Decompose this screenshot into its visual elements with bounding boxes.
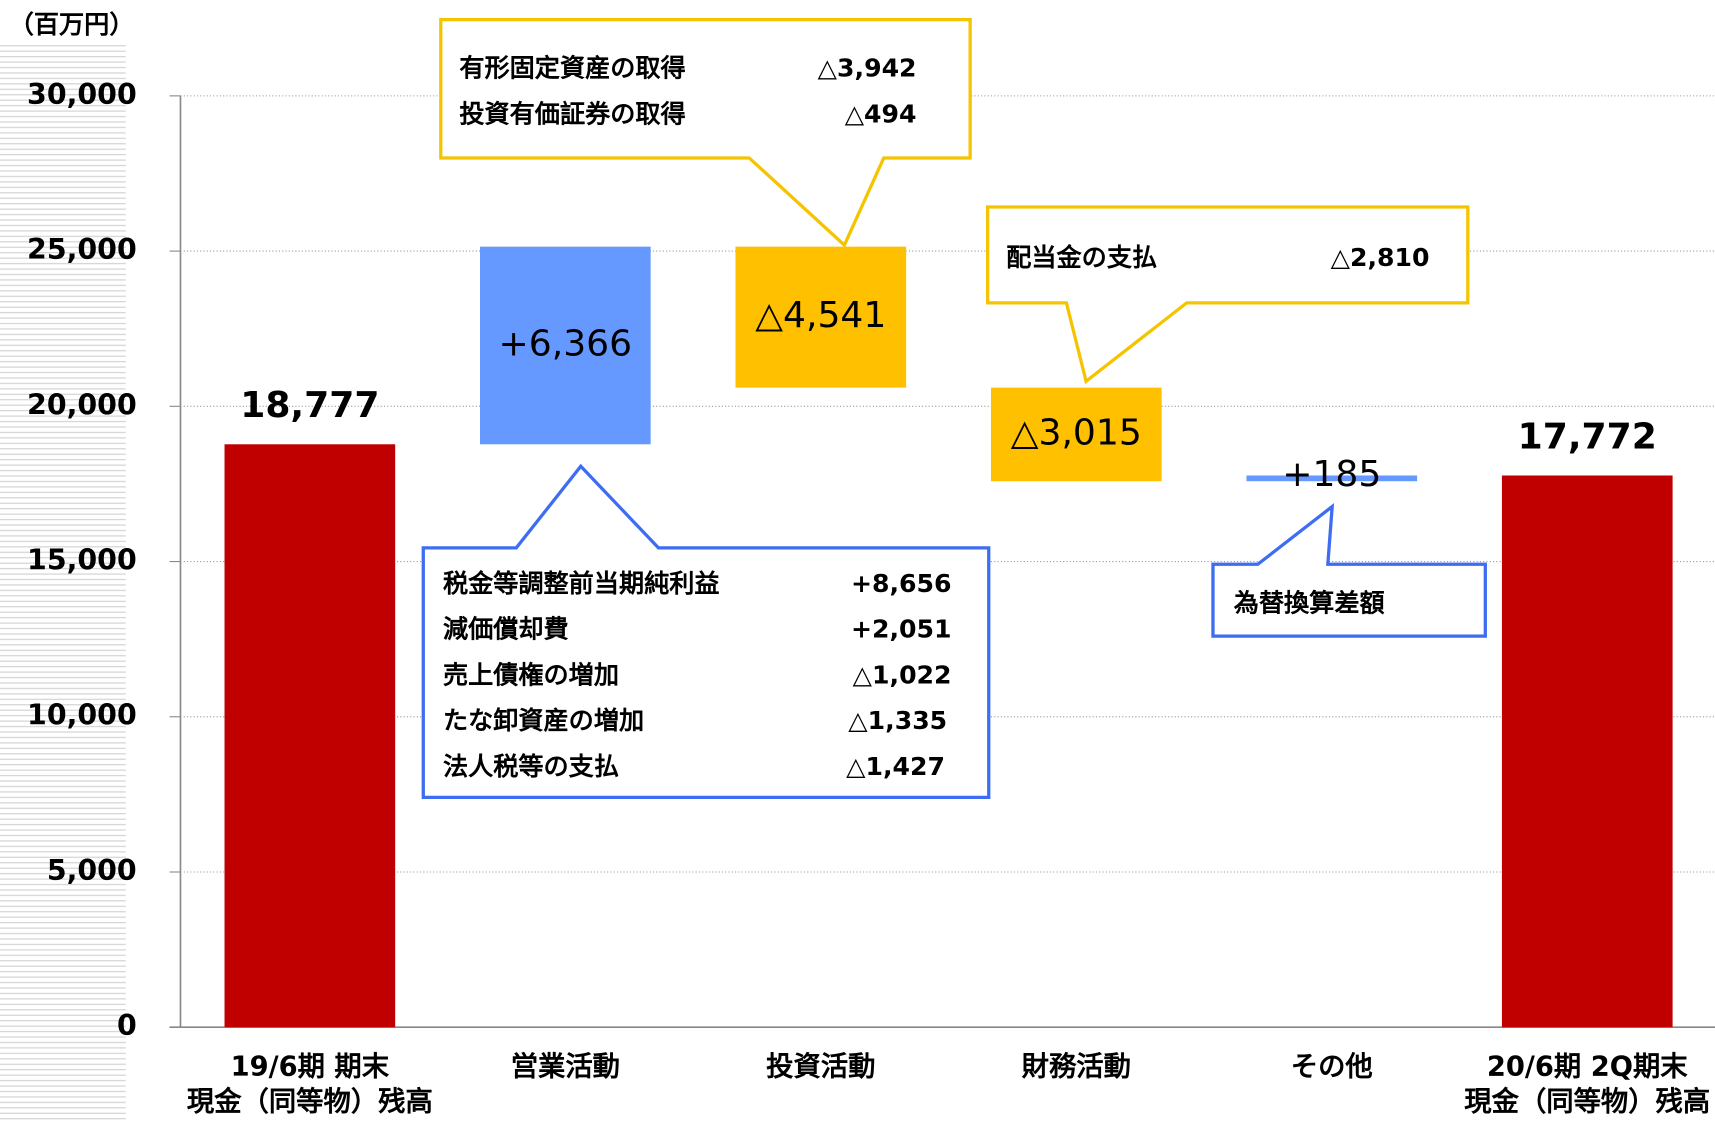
callout-label: 投資有価証券の取得 xyxy=(459,100,685,129)
x-tick-label: 営業活動 xyxy=(511,1050,620,1082)
x-tick-line: 現金（同等物）残高 xyxy=(187,1085,433,1117)
y-tick-label: 25,000 xyxy=(27,233,137,266)
value-label: +185 xyxy=(1282,454,1381,495)
callout-amount: △3,942 xyxy=(818,54,917,83)
x-tick-line: 現金（同等物）残高 xyxy=(1464,1085,1710,1117)
x-tick-label: 財務活動 xyxy=(1022,1051,1131,1082)
y-tick-label: 20,000 xyxy=(27,388,137,421)
x-tick-line: 19/6期 期末 xyxy=(231,1051,390,1082)
x-tick-line: 営業活動 xyxy=(511,1050,620,1082)
y-tick-label: 30,000 xyxy=(27,78,137,111)
bar xyxy=(1501,475,1673,1028)
bar xyxy=(224,444,396,1028)
value-label: △3,015 xyxy=(1011,412,1142,453)
bar xyxy=(480,246,651,445)
callout-amount: +2,051 xyxy=(851,615,952,644)
callout-amount: △1,022 xyxy=(853,661,952,690)
callout-amount: △2,810 xyxy=(1331,243,1430,272)
x-tick-line: 投資活動 xyxy=(766,1051,875,1082)
side-decoration xyxy=(0,43,126,1122)
callout-label: 税金等調整前当期純利益 xyxy=(443,569,720,598)
value-label: +6,366 xyxy=(499,324,633,365)
unit-label: （百万円） xyxy=(9,10,135,39)
callout-label: 減価償却費 xyxy=(443,615,569,644)
callout-amount: △494 xyxy=(845,100,917,129)
y-tick-label: 15,000 xyxy=(27,544,137,577)
x-tick-label: 19/6期 期末現金（同等物）残高 xyxy=(187,1051,433,1117)
value-label: 17,772 xyxy=(1518,416,1657,457)
callout-amount: △1,427 xyxy=(846,752,945,781)
x-tick-line: 財務活動 xyxy=(1022,1051,1131,1082)
x-tick-line: その他 xyxy=(1291,1051,1373,1082)
y-tick-label: 10,000 xyxy=(27,699,137,732)
x-tick-label: 投資活動 xyxy=(766,1051,875,1082)
callout-label: 売上債権の増加 xyxy=(443,661,619,690)
callout-label: たな卸資産の増加 xyxy=(443,706,644,735)
bar xyxy=(990,387,1162,482)
bar xyxy=(1246,475,1418,482)
y-tick-label: 5,000 xyxy=(47,854,137,887)
callout-amount: △1,335 xyxy=(848,706,947,735)
value-label: △4,541 xyxy=(755,295,886,336)
callout: 税金等調整前当期純利益 +8,656 減価償却費 +2,051 売上債権の増加 … xyxy=(421,463,991,800)
callout-label: 法人税等の支払 xyxy=(443,752,619,781)
callout: 配当金の支払 △2,810 xyxy=(986,205,1470,385)
callout-label: 配当金の支払 xyxy=(1006,243,1157,272)
callout-label: 為替換算差額 xyxy=(1234,589,1385,618)
callout-label: 有形固定資産の取得 xyxy=(459,54,685,83)
x-tick-label: 20/6期 2Q期末現金（同等物）残高 xyxy=(1464,1051,1710,1117)
callout-amount: +8,656 xyxy=(851,569,952,598)
x-tick-line: 20/6期 2Q期末 xyxy=(1487,1051,1688,1082)
callout: 有形固定資産の取得 △3,942 投資有価証券の取得 △494 xyxy=(439,17,972,248)
callout: 為替換算差額 xyxy=(1211,502,1487,638)
y-tick-label: 0 xyxy=(117,1009,137,1042)
x-tick-label: その他 xyxy=(1291,1051,1373,1082)
bar xyxy=(735,246,907,388)
value-label: 18,777 xyxy=(240,385,379,426)
